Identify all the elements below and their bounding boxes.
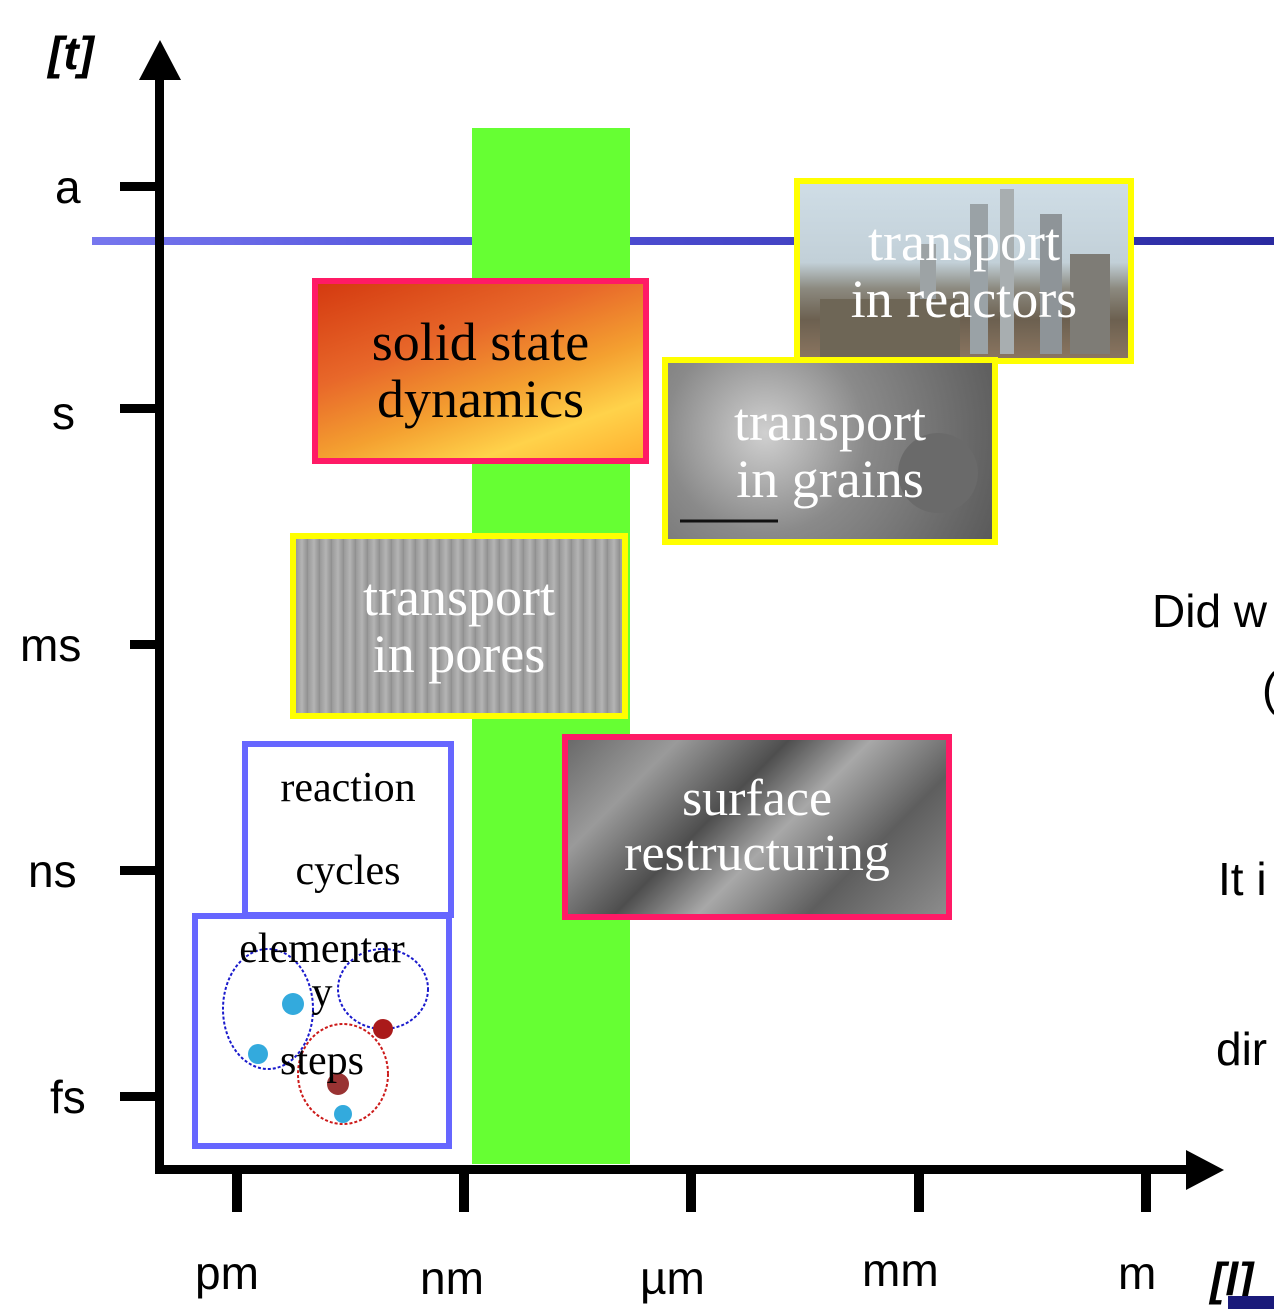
corner-bar [1228, 1296, 1274, 1309]
cut-text-1: Did w [1152, 585, 1268, 637]
x-tick-label-pm: pm [195, 1247, 259, 1299]
x-tick-label-m: m [1118, 1247, 1157, 1299]
refinery-illustration [820, 189, 1110, 358]
x-tick-mark [686, 1172, 696, 1212]
box-label-line: in pores [372, 624, 546, 684]
y-axis-label: [t] [48, 27, 94, 79]
scale-bar-illustration [680, 433, 978, 523]
cut-text-3: It i [1218, 853, 1267, 905]
y-tick-label-fs: fs [50, 1071, 86, 1123]
box-solid-state-dynamics: solid state dynamics [312, 278, 649, 464]
box-label-line: solid state [371, 312, 590, 373]
y-tick-mark [120, 404, 158, 413]
box-label-line: transport [868, 212, 1060, 273]
y-tick-mark [120, 182, 158, 191]
cut-text-4: dir [1216, 1023, 1268, 1075]
timeline-line [92, 237, 1274, 245]
y-tick-label-a: a [55, 161, 81, 213]
box-transport-in-reactors: transport in reactors [794, 178, 1134, 364]
y-axis [155, 70, 164, 1174]
x-tick-label-nm: nm [420, 1252, 484, 1304]
y-tick-mark [130, 640, 160, 649]
box-label-line: in reactors [850, 269, 1078, 329]
y-tick-mark [120, 866, 158, 875]
y-tick-label-ns: ns [28, 845, 77, 897]
x-tick-mark [232, 1172, 242, 1212]
box-label-line: surface [681, 770, 833, 828]
molecule-illustration [222, 948, 429, 1125]
cut-text-2: ( [1262, 662, 1274, 716]
box-surface-restructuring: surface restructuring [562, 734, 952, 920]
box-label-line: restructuring [624, 825, 890, 882]
x-tick-label-um: µm [640, 1252, 705, 1304]
x-axis [155, 1165, 1195, 1174]
box-label-line: y [311, 970, 333, 1017]
y-tick-label-s: s [52, 387, 75, 439]
box-label-line: transport [734, 392, 926, 453]
box-transport-in-grains: transport in grains [662, 357, 998, 545]
box-label-line: cycles [295, 847, 401, 894]
x-tick-mark [914, 1172, 924, 1212]
x-tick-mark [1141, 1172, 1151, 1212]
box-label-line: dynamics [377, 369, 584, 429]
box-label-line: reaction [280, 765, 416, 812]
box-label-line: in grains [736, 449, 924, 509]
box-reaction-cycles: reaction cycles [242, 741, 454, 918]
x-axis-arrow-icon [1186, 1150, 1224, 1190]
y-tick-mark [120, 1092, 158, 1101]
x-tick-label-mm: mm [862, 1244, 939, 1296]
x-tick-mark [459, 1172, 469, 1212]
box-label-line: elementar [239, 926, 405, 972]
y-axis-arrow-icon [139, 40, 181, 80]
y-tick-label-ms: ms [20, 619, 82, 671]
box-label-line: steps [280, 1038, 364, 1085]
box-label-line: transport [363, 567, 555, 628]
box-transport-in-pores: transport in pores [290, 533, 628, 719]
box-elementary-steps: elementar y steps [192, 913, 452, 1149]
